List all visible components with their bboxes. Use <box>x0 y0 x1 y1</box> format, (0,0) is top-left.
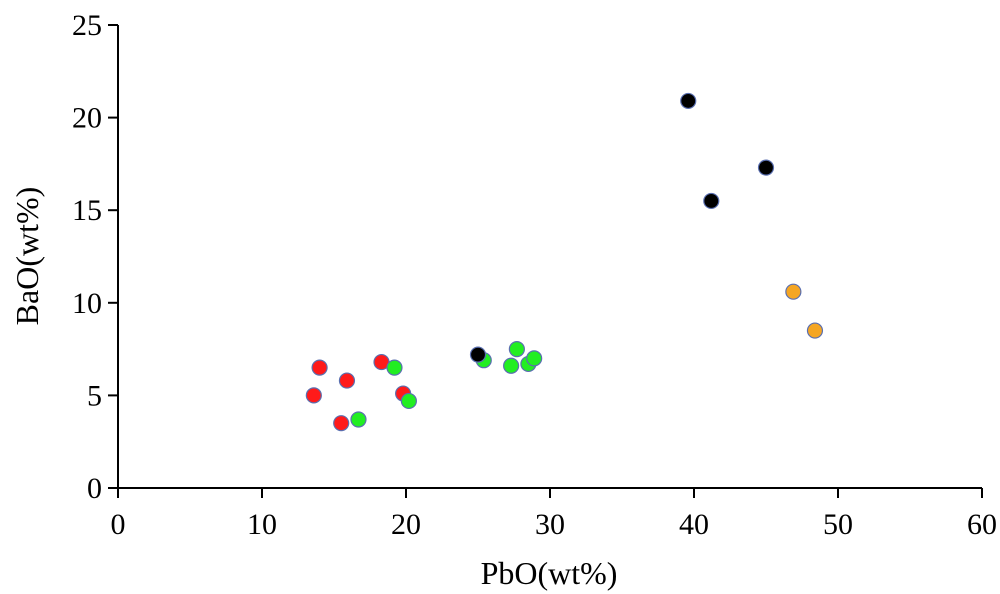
data-point-s1-p5 <box>508 341 525 358</box>
x-tick-label-60: 60 <box>967 508 997 541</box>
data-point-s0-p2 <box>333 415 350 432</box>
y-tick-label-20: 20 <box>72 102 102 135</box>
data-point-s1-p2 <box>400 392 417 410</box>
x-tick-labels: 0 10 20 30 40 50 60 <box>111 508 998 541</box>
y-tick-label-25: 25 <box>72 9 102 42</box>
y-tick-label-15: 15 <box>72 194 102 227</box>
data-point-s2-p2 <box>703 192 720 210</box>
x-tick-label-20: 20 <box>391 508 421 541</box>
axes <box>108 24 983 498</box>
y-tick-label-5: 5 <box>87 379 102 412</box>
y-axis-title: BaO(wt%) <box>9 187 45 326</box>
x-axis-title: PbO(wt%) <box>481 555 618 591</box>
data-point-s0-p3 <box>338 372 356 389</box>
y-tick-labels: 0 5 10 15 20 25 <box>72 9 102 505</box>
x-tick-label-10: 10 <box>247 508 277 541</box>
data-point-s1-p4 <box>503 357 520 374</box>
data-point-s1-p1 <box>386 359 403 376</box>
y-tick-label-0: 0 <box>87 472 102 505</box>
data-point-s2-p0 <box>469 346 487 363</box>
data-point-s3-p1 <box>806 322 824 339</box>
x-tick-label-0: 0 <box>111 508 126 541</box>
data-point-s2-p3 <box>757 159 775 176</box>
x-tick-label-30: 30 <box>535 508 565 541</box>
data-point-s1-p7 <box>526 350 543 367</box>
data-point-s0-p0 <box>305 387 322 404</box>
data-point-s2-p1 <box>680 92 697 110</box>
data-point-s3-p0 <box>785 283 802 300</box>
data-points <box>305 92 824 432</box>
y-tick-label-10: 10 <box>72 287 102 320</box>
data-point-s0-p1 <box>311 359 328 376</box>
x-tick-label-50: 50 <box>823 508 853 541</box>
data-point-s1-p0 <box>350 411 367 428</box>
x-tick-label-40: 40 <box>679 508 709 541</box>
